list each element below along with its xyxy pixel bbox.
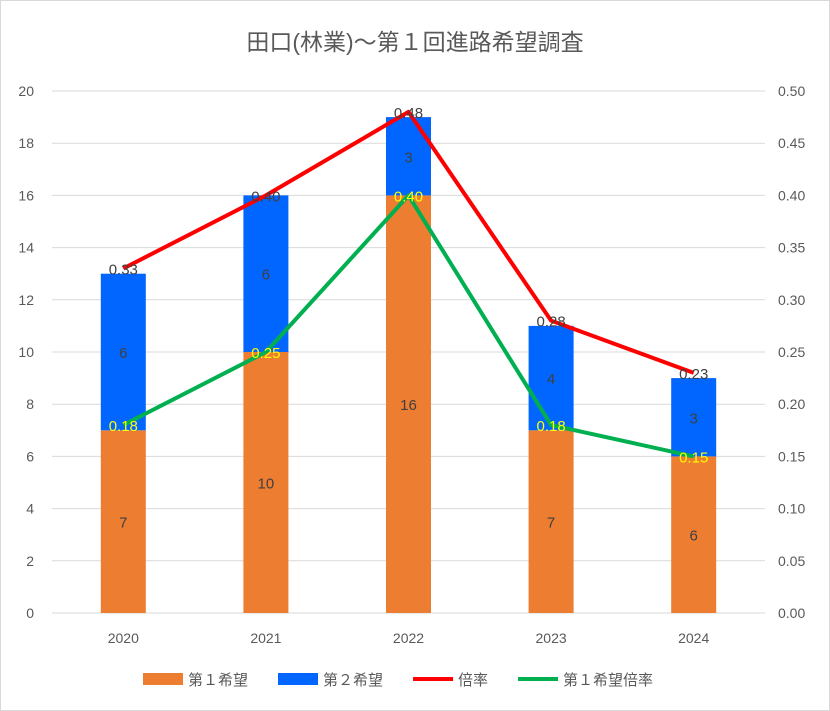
bar-value-label: 16: [400, 397, 417, 414]
legend-label: 第１希望: [188, 671, 248, 689]
x-tick-label: 2020: [108, 630, 139, 646]
bar-value-label: 3: [404, 149, 412, 166]
line-value-label: 0.40: [251, 188, 280, 205]
y-tick-label: 8: [26, 396, 34, 412]
bar-2: [243, 195, 289, 352]
line-value-label: 0.15: [679, 449, 708, 466]
y2-tick-label: 0.35: [778, 240, 805, 256]
y2-tick-label: 0.50: [778, 83, 805, 99]
bar-1: [243, 352, 289, 613]
y-tick-label: 6: [26, 448, 34, 464]
y-tick-label: 14: [18, 240, 34, 256]
bar-2: [100, 273, 146, 431]
bar-value-label: 6: [690, 528, 698, 545]
chart-title: 田口(林業)～第１回進路希望調査: [246, 29, 583, 55]
bar-2: [386, 117, 431, 196]
line-value-label: 0.48: [394, 105, 423, 122]
legend-label: 倍率: [458, 672, 488, 689]
y-tick-label: 16: [18, 187, 34, 203]
line-value-label: 0.25: [251, 345, 280, 362]
line-value-label: 0.23: [679, 366, 708, 383]
y2-tick-label: 0.00: [778, 605, 805, 621]
bar-value-label: 3: [690, 410, 698, 427]
legend-swatch: [143, 673, 183, 685]
bar-value-label: 7: [547, 515, 555, 532]
line-value-label: 0.18: [109, 418, 138, 435]
y-tick-label: 20: [18, 83, 34, 99]
y2-tick-label: 0.45: [778, 135, 805, 151]
x-tick-label: 2021: [250, 630, 281, 646]
bar-1: [528, 430, 574, 613]
bar-value-label: 6: [119, 345, 127, 362]
y-tick-label: 4: [26, 501, 34, 517]
y2-tick-label: 0.30: [778, 292, 805, 308]
bar-1: [386, 195, 431, 613]
line-value-label: 0.33: [109, 261, 138, 278]
legend-label: 第２希望: [323, 671, 383, 689]
y-tick-label: 18: [18, 135, 34, 151]
bar-1: [671, 456, 717, 613]
y2-tick-label: 0.40: [778, 187, 805, 203]
bar-value-label: 10: [258, 476, 275, 493]
y2-tick-label: 0.10: [778, 501, 805, 517]
y-tick-label: 12: [18, 292, 34, 308]
y2-tick-label: 0.15: [778, 448, 805, 464]
line-value-label: 0.18: [536, 418, 565, 435]
line-value-label: 0.28: [536, 314, 565, 331]
legend-label: 第１希望倍率: [563, 671, 653, 689]
y2-tick-label: 0.05: [778, 553, 805, 569]
y-tick-label: 10: [18, 344, 34, 360]
bar-value-label: 7: [119, 515, 127, 532]
bar-2: [528, 325, 574, 431]
y-tick-label: 0: [26, 605, 34, 621]
bar-1: [100, 430, 146, 613]
y-tick-label: 2: [26, 553, 34, 569]
bar-value-label: 6: [262, 267, 270, 284]
y2-tick-label: 0.20: [778, 396, 805, 412]
x-tick-label: 2024: [678, 630, 709, 646]
bar-value-label: 4: [547, 371, 555, 388]
line-value-label: 0.40: [394, 188, 423, 205]
y2-tick-label: 0.25: [778, 344, 805, 360]
x-tick-label: 2023: [536, 630, 567, 646]
x-tick-label: 2022: [393, 630, 424, 646]
legend-swatch: [278, 673, 319, 685]
bar-2: [671, 378, 717, 457]
